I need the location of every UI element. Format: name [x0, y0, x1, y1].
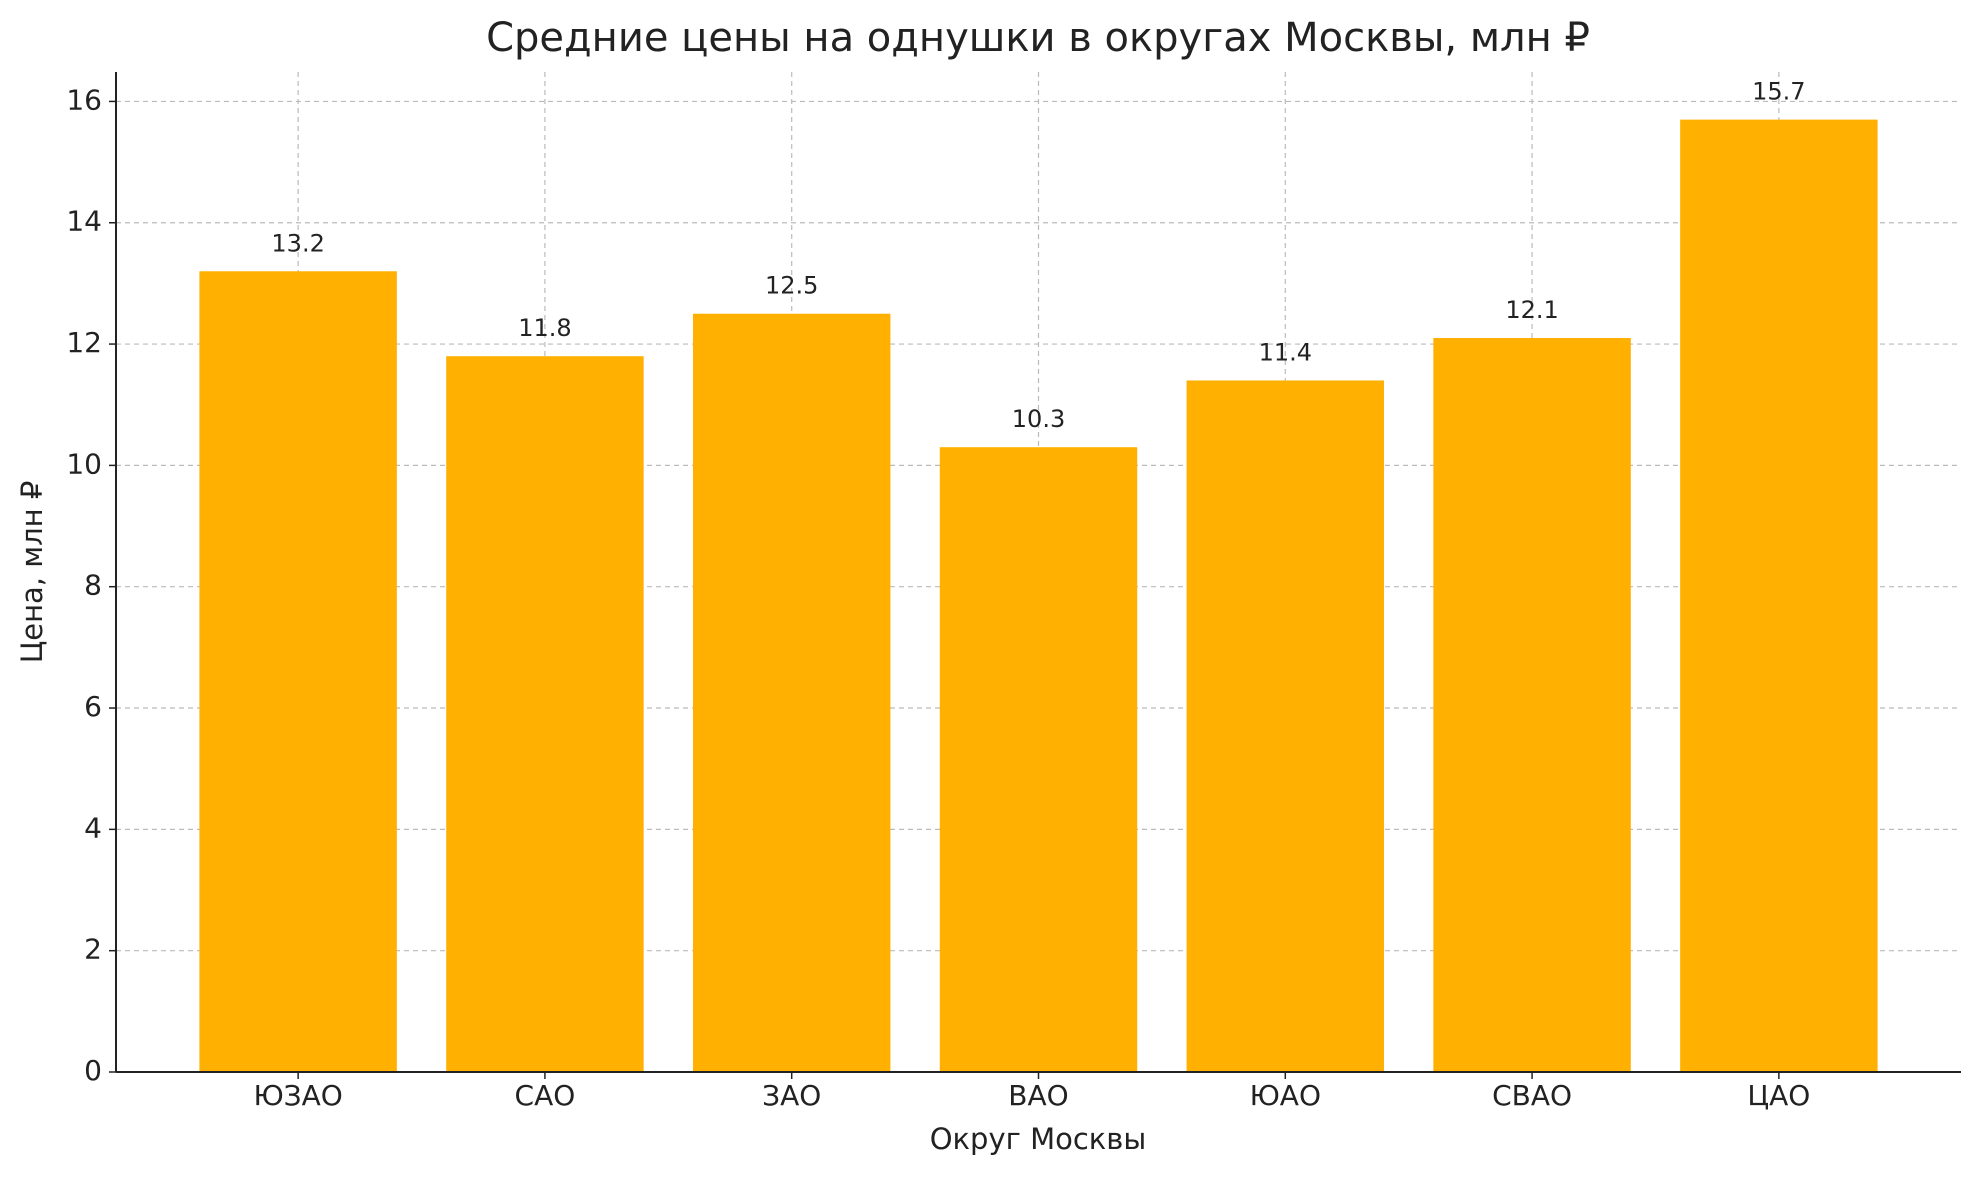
y-tick-label: 10: [66, 447, 102, 480]
y-tick-label: 6: [84, 690, 102, 723]
y-tick-label: 4: [84, 811, 102, 844]
value-label: 12.5: [765, 272, 818, 300]
value-label: 12.1: [1505, 296, 1558, 324]
value-label: 15.7: [1752, 78, 1805, 106]
y-axis-label: Цена, млн ₽: [15, 481, 49, 664]
x-tick-label: ЗАО: [762, 1079, 821, 1112]
bar: [939, 447, 1138, 1072]
x-tick-label: ЮАО: [1250, 1079, 1321, 1112]
value-label: 10.3: [1012, 405, 1065, 433]
value-label: 11.4: [1259, 338, 1312, 366]
y-tick-label: 14: [66, 205, 102, 238]
value-label: 11.8: [518, 314, 571, 342]
y-tick-label: 8: [84, 569, 102, 602]
y-tick-label: 16: [66, 83, 102, 116]
chart-title: Средние цены на однушки в округах Москвы…: [486, 15, 1590, 61]
x-tick-label: СВАО: [1492, 1079, 1572, 1112]
x-tick-label: ЦАО: [1747, 1079, 1810, 1112]
x-tick-label: ЮЗАО: [253, 1079, 342, 1112]
y-tick-label: 2: [84, 933, 102, 966]
x-tick-label: ВАО: [1008, 1079, 1068, 1112]
bar: [1680, 119, 1878, 1073]
bar: [199, 271, 397, 1072]
value-label: 13.2: [271, 229, 324, 257]
x-axis-label: Округ Москвы: [930, 1122, 1147, 1156]
bar: [1433, 337, 1631, 1072]
y-tick-label: 12: [66, 326, 102, 359]
bar: [1186, 380, 1385, 1072]
x-tick-label: САО: [515, 1079, 576, 1112]
bar: [692, 313, 891, 1072]
y-tick-label: 0: [84, 1054, 102, 1087]
bar: [446, 356, 644, 1072]
